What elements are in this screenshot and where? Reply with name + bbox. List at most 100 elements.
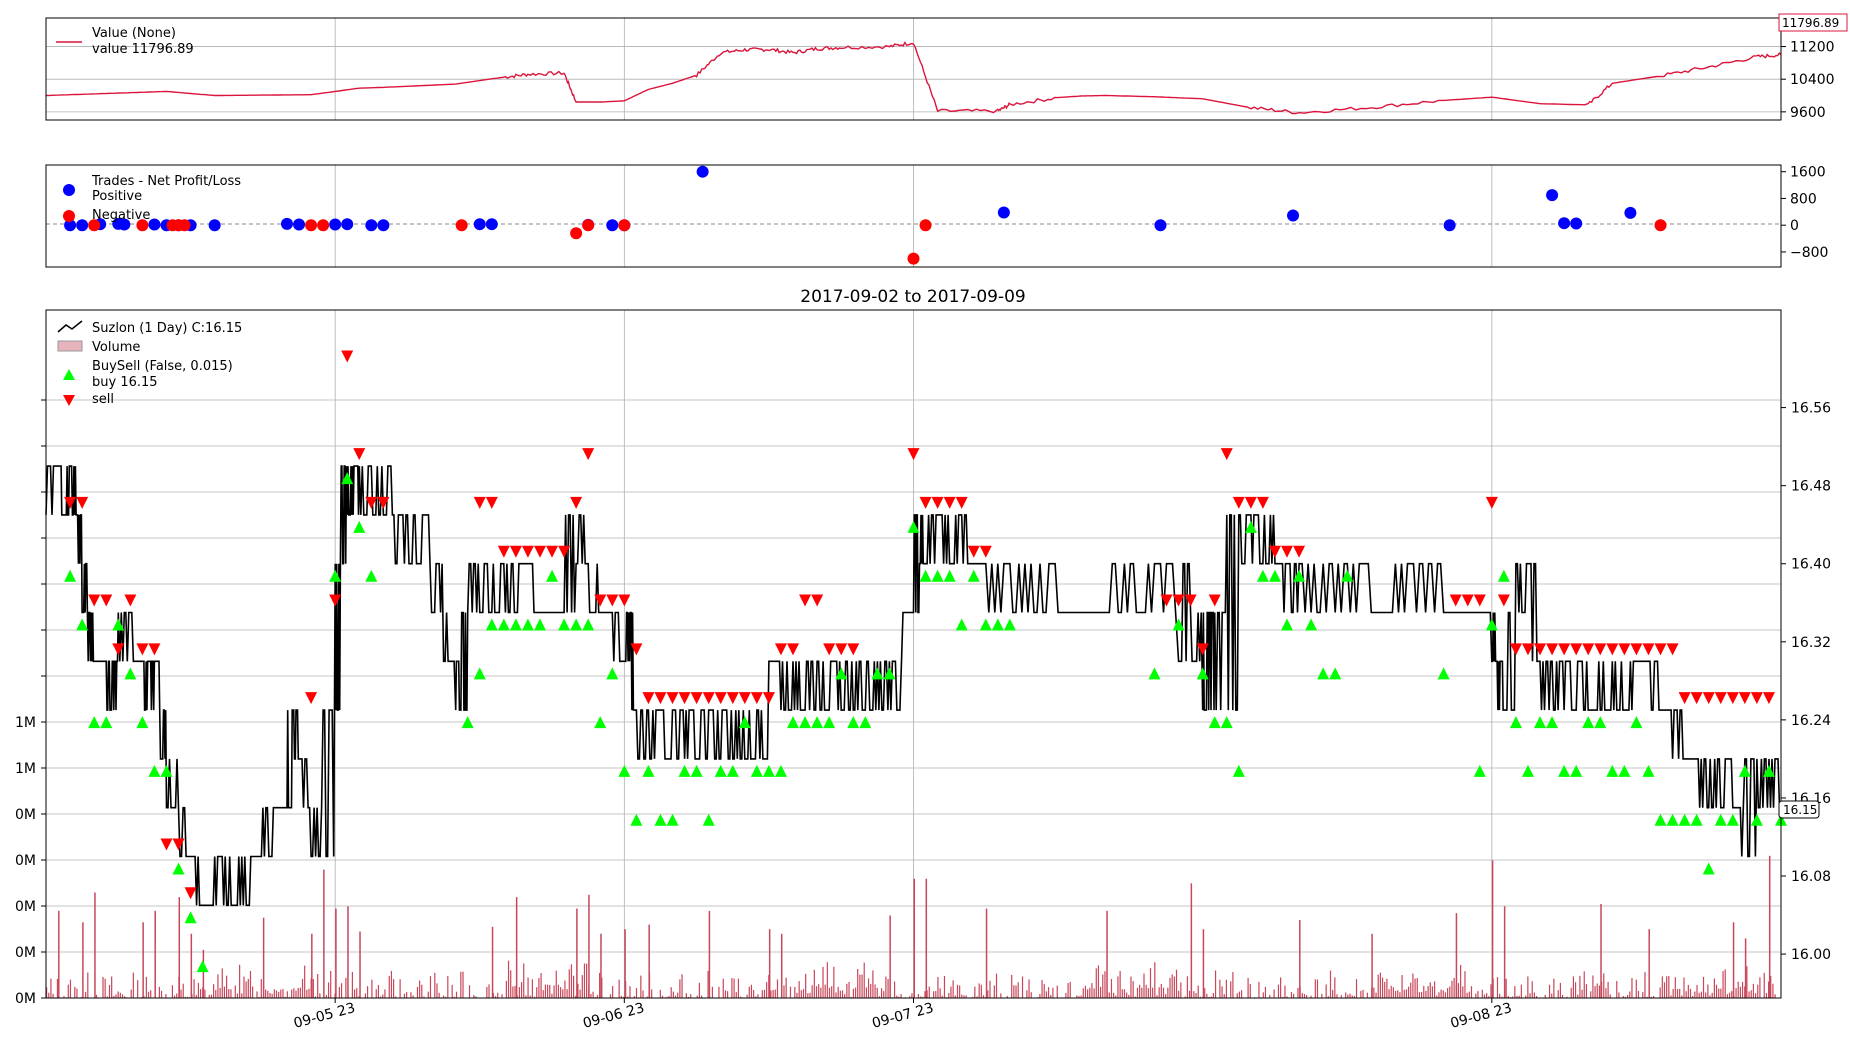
buy-marker [1244,520,1257,533]
sell-marker [594,594,607,607]
buy-marker [546,569,559,582]
volume-bar [1687,984,1689,998]
volume-bar [831,986,833,998]
volume-bar [772,989,774,998]
volume-bar [364,993,367,998]
volume-bar [1134,996,1136,998]
volume-bar [1147,988,1149,998]
volume-bar [338,987,340,998]
negative-trade-point [919,219,932,232]
volume-bar [221,968,223,998]
volume-bar [434,972,436,998]
buy-marker [558,618,571,631]
sell-marker [714,692,727,705]
volume-ytick-label-1: 0M [15,945,36,961]
volume-bar [145,976,147,998]
volume-bar [1373,987,1375,998]
sell-marker [76,496,89,509]
volume-spike [648,924,650,998]
volume-bar [314,996,317,998]
volume-bar [1702,976,1705,998]
volume-bar [1117,976,1119,998]
volume-bar [1160,983,1162,998]
volume-bar [549,984,551,998]
buy-marker [1293,569,1306,582]
volume-bar [1440,989,1442,998]
volume-bar [236,993,239,998]
volume-spike [889,915,891,998]
volume-bar [124,996,126,998]
volume-bar [267,990,269,998]
volume-bar [1650,996,1653,998]
buy-marker [1232,764,1245,777]
volume-bar [987,990,989,998]
volume-bar [243,976,245,998]
volume-bar [542,990,544,998]
volume-bar [933,991,935,998]
volume-bar [230,989,232,998]
volume-bar [813,969,815,998]
volume-bar [707,970,709,998]
volume-bar [1397,990,1399,998]
volume-bar [1221,986,1223,998]
volume-bar [685,993,687,998]
volume-bar [1525,995,1527,998]
sell-marker [1762,692,1775,705]
volume-bar [1056,985,1058,998]
volume-bar [599,972,601,998]
sell-marker [353,448,366,461]
volume-bar [1629,991,1631,998]
buy-marker [835,667,848,680]
trades-ytick-label-1: 0 [1790,218,1799,234]
volume-bar [212,984,215,998]
sell-marker [1630,643,1643,656]
volume-bar [1694,991,1696,998]
volume-bar [1204,988,1206,998]
volume-bar [1544,994,1546,998]
volume-bar [568,969,570,998]
volume-bar [1551,993,1553,998]
buy-marker [967,569,980,582]
volume-bar [295,990,297,998]
volume-bar [735,992,737,998]
volume-bar [854,987,857,998]
volume-bar [475,996,477,998]
volume-bar [1386,978,1388,998]
negative-trade-point [136,219,149,232]
buy-marker [1642,764,1655,777]
volume-ytick-label-6: 1M [15,715,36,731]
volume-bar [195,994,197,998]
volume-bar [115,994,117,998]
volume-bar [1585,984,1588,998]
volume-bar [796,992,798,998]
volume-bar [226,975,228,998]
volume-bar [1082,988,1084,998]
buy-marker [184,911,197,924]
sell-marker [1570,643,1583,656]
volume-bar [1574,982,1577,998]
positive-trade-point [341,218,354,231]
price-ytick-label-7: 16.56 [1791,401,1831,417]
value-last-tag-text: 11796.89 [1782,16,1839,30]
volume-bar [330,970,332,998]
buy-marker [1606,764,1619,777]
buy-marker [148,764,161,777]
volume-bar [573,975,575,998]
volume-bar [1249,983,1251,998]
sell-marker [88,594,101,607]
volume-bar [1739,986,1741,998]
volume-bar [809,992,811,998]
volume-bar [1659,987,1661,998]
volume-bar [345,977,347,998]
volume-bar [158,986,160,998]
volume-bar [325,994,327,998]
volume-bar [1039,994,1041,998]
volume-bar [1692,995,1694,998]
buy-marker [100,716,113,729]
volume-bar [1128,994,1130,998]
volume-bar [1581,989,1583,998]
volume-bar [278,991,280,998]
price-ytick-label-4: 16.32 [1791,635,1831,651]
volume-spike [624,929,626,998]
volume-bar [950,986,952,998]
